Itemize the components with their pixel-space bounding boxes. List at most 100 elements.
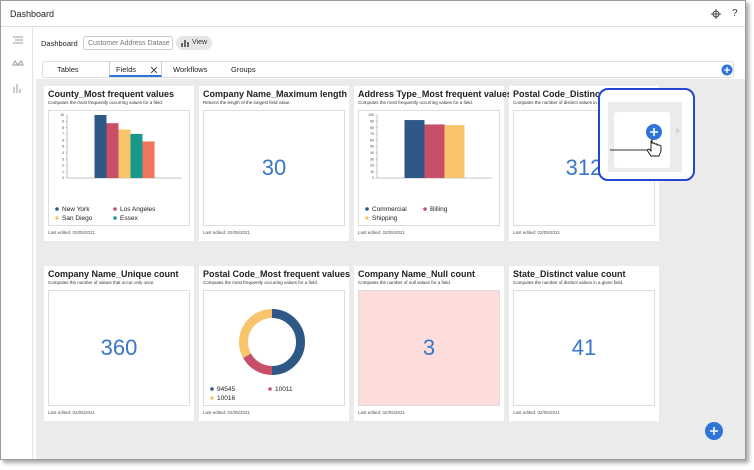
- window-title: Dashboard: [10, 9, 55, 19]
- card-description: Computes the number of null values for a…: [358, 280, 452, 285]
- card-footer: Last edited: 02/05/2021: [48, 230, 96, 235]
- y-tick-label: 2: [62, 164, 64, 168]
- bar: [130, 133, 143, 178]
- card: County_Most frequent values Computes the …: [44, 86, 194, 241]
- y-tick-label: 40: [370, 151, 374, 155]
- tab[interactable]: Groups: [231, 65, 256, 74]
- y-tick-label: 60: [370, 138, 374, 142]
- card: Company Name_Maximum length Returns the l…: [199, 86, 349, 241]
- legend-label: San Diego: [62, 215, 93, 222]
- card-title: Company Name_Maximum length: [203, 89, 348, 99]
- y-tick-label: 0: [62, 176, 64, 180]
- card-title: Address Type_Most frequent values: [358, 89, 512, 99]
- card-title: State_Distinct value count: [513, 269, 626, 279]
- card-footer: Last edited: 02/05/2021: [203, 410, 251, 415]
- title-bar: Dashboard ?: [1, 1, 745, 27]
- legend-dot: [365, 207, 369, 211]
- card-title: Postal Code_Most frequent values: [203, 269, 351, 279]
- tab-close[interactable]: [151, 67, 157, 73]
- view-icon: [181, 40, 189, 47]
- card-body: 0 1 2 3 4 5 6 7 8 9 10 New York Los Angeles San Diego…: [48, 110, 190, 226]
- card-description: Computes the most frequently occurring v…: [203, 280, 319, 285]
- card: Address Type_Most frequent values Compute…: [354, 86, 512, 241]
- tab[interactable]: Workflows: [173, 65, 208, 74]
- card-footer: Last edited: 02/05/2021: [203, 230, 251, 235]
- card-description: Computes the number of distinct values i…: [513, 100, 624, 105]
- metric-value: 30: [261, 155, 287, 180]
- y-tick-label: 7: [62, 132, 64, 136]
- bar: [118, 129, 131, 178]
- card-description: Computes the most frequently occurring v…: [48, 100, 164, 105]
- donut-segment: [271, 309, 305, 375]
- tab-bar: Tables Fields Workflows Groups: [42, 61, 734, 78]
- toolbar-label: Dashboard: [41, 39, 78, 48]
- legend-dot: [365, 216, 369, 220]
- card-body: 41: [513, 290, 655, 406]
- metric-value: 3: [422, 335, 436, 360]
- legend-dot: [55, 216, 59, 220]
- legend-dot: [55, 207, 59, 211]
- bar: [424, 124, 445, 178]
- metric-value: 41: [571, 335, 597, 360]
- donut-segment: [243, 353, 273, 375]
- legend-dot: [113, 216, 117, 220]
- add-button[interactable]: [721, 64, 733, 76]
- card-footer: Last edited: 02/05/2021: [513, 230, 561, 235]
- bar: [94, 115, 107, 178]
- card-body: 0 10 20 30 40 50 60 70 80 90 100 Commercial Billing S…: [358, 110, 500, 226]
- sidebar-icons[interactable]: [1, 27, 32, 107]
- donut-segment: [239, 309, 273, 358]
- chart: 0 10 20 30 40 50 60 70 80 90 100 Commercial Billing S…: [365, 113, 492, 222]
- card-body: 30: [203, 110, 345, 226]
- tab[interactable]: Fields: [109, 62, 162, 77]
- y-tick-label: 100: [368, 113, 374, 117]
- card: Company Name_Null count Computes the numb…: [354, 266, 504, 421]
- legend-dot: [210, 387, 214, 391]
- card-body: 3: [358, 290, 500, 406]
- card: Postal Code_Most frequent values Computes…: [199, 266, 351, 421]
- card: State_Distinct value count Computes the n…: [509, 266, 659, 421]
- metric-value: 312: [565, 155, 603, 180]
- card-description: Returns the length of the longest field …: [203, 100, 291, 105]
- y-tick-label: 4: [62, 151, 64, 155]
- help-icon[interactable]: ?: [732, 8, 738, 19]
- y-tick-label: 70: [370, 132, 374, 136]
- y-tick-label: 30: [370, 157, 374, 161]
- legend-dot: [268, 387, 272, 391]
- y-tick-label: 9: [62, 120, 64, 124]
- card-footer: Last edited: 02/05/2021: [358, 230, 406, 235]
- dataset-select[interactable]: Customer Address Datase: [83, 36, 173, 50]
- y-tick-label: 50: [370, 145, 374, 149]
- legend-dot: [423, 207, 427, 211]
- tab[interactable]: Tables: [57, 65, 79, 74]
- y-tick-label: 10: [60, 113, 64, 117]
- y-tick-label: 5: [62, 145, 64, 149]
- legend-dot: [113, 207, 117, 211]
- callout-art: [608, 102, 682, 172]
- chart: 0 1 2 3 4 5 6 7 8 9 10 New York Los Angeles San Diego…: [55, 113, 182, 222]
- callout: [598, 88, 695, 181]
- sidebar: [1, 27, 33, 459]
- legend-label: 94545: [217, 386, 235, 393]
- legend-label: 10016: [217, 395, 235, 402]
- legend-label: Shipping: [372, 215, 398, 222]
- legend-label: New York: [62, 206, 90, 213]
- fab-add[interactable]: [704, 421, 724, 441]
- bar: [444, 125, 465, 178]
- card-body: 94545 10011 10016: [203, 290, 345, 406]
- card-footer: Last edited: 02/05/2021: [48, 410, 96, 415]
- y-tick-label: 0: [372, 176, 374, 180]
- card-footer: Last edited: 02/05/2021: [358, 410, 406, 415]
- legend-label: 10011: [275, 386, 293, 393]
- card: Company Name_Unique count Computes the nu…: [44, 266, 194, 421]
- card-description: Computes the number of values that occur…: [48, 280, 155, 285]
- legend-dot: [210, 396, 214, 400]
- settings-icon[interactable]: [711, 9, 721, 19]
- card-description: Computes the most frequently occurring v…: [358, 100, 474, 105]
- card-title: County_Most frequent values: [48, 89, 175, 99]
- chart: 94545 10011 10016: [210, 309, 305, 402]
- bar: [142, 141, 155, 178]
- legend-label: Los Angeles: [120, 206, 156, 213]
- legend-label: Billing: [430, 206, 448, 213]
